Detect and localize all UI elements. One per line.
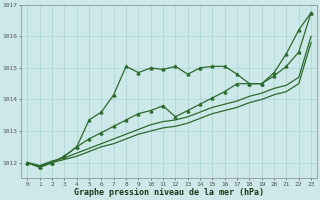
X-axis label: Graphe pression niveau de la mer (hPa): Graphe pression niveau de la mer (hPa) [74, 188, 264, 197]
